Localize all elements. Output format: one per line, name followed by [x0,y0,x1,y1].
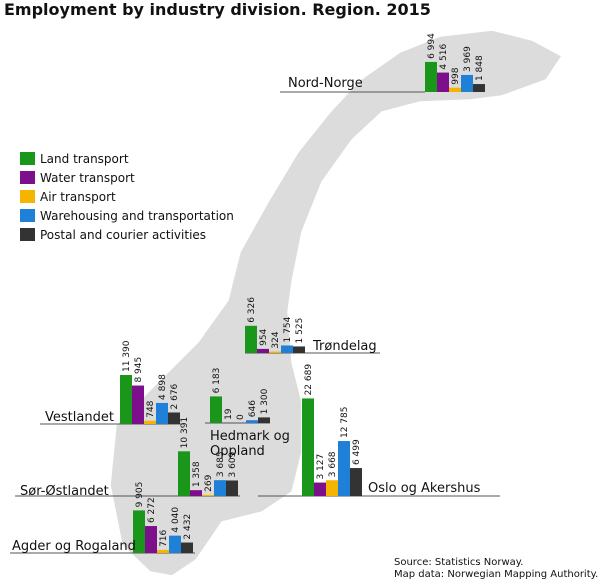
value-label: 1 358 [192,461,202,487]
value-label: 6 499 [352,439,362,465]
region-label: Nord-Norge [288,76,363,91]
legend-swatch [20,228,35,241]
region-label: Trøndelag [313,339,377,354]
bar [437,72,449,92]
value-label: 3 969 [463,46,473,72]
bar [120,375,132,424]
value-label: 1 754 [283,316,293,342]
legend-label: Air transport [40,190,116,204]
value-label: 3 668 [328,451,338,477]
bar [257,348,269,353]
bar [461,74,473,92]
value-label: 954 [259,328,269,345]
bar [168,412,180,424]
bar [302,398,314,496]
value-label: 748 [146,400,156,417]
bar [338,441,350,496]
region-label: Agder og Rogaland [12,539,136,554]
bar [214,480,226,496]
bar [133,510,145,553]
bar [245,325,257,353]
region-label: Vestlandet [45,410,114,425]
value-label: 10 391 [180,417,190,449]
value-label: 0 [236,414,246,420]
bar [210,396,222,423]
bar [425,61,437,92]
value-label: 1 525 [295,318,305,344]
source: Source: Statistics Norway. [394,557,524,568]
value-label: 269 [204,474,214,491]
region-label: Hedmark og Oppland [210,429,290,459]
value-label: 1 848 [475,55,485,81]
bar [473,84,485,92]
bar [226,480,238,496]
value-label: 6 326 [247,297,257,323]
value-label: 9 905 [135,482,145,508]
value-label: 19 [224,408,234,420]
bar [157,549,169,553]
bar [350,468,362,496]
legend-swatch [20,152,35,165]
value-label: 3 609 [228,451,238,477]
value-label: 646 [248,400,258,417]
bar [132,385,144,424]
value-label: 4 040 [171,507,181,533]
map-shape [109,29,564,577]
map-source: Map data: Norwegian Mapping Authority. [394,569,599,580]
bar [281,345,293,353]
value-label: 6 183 [212,368,222,394]
value-label: 1 300 [260,388,270,414]
value-label: 998 [451,67,461,84]
value-label: 3 127 [316,454,326,480]
value-label: 2 676 [170,383,180,409]
bar [258,417,270,423]
value-label: 4 898 [158,374,168,400]
value-label: 3 685 [216,451,226,477]
value-label: 6 994 [427,33,437,59]
bar [202,494,214,496]
bar [144,420,156,424]
bar [181,542,193,553]
legend-label: Warehousing and transportation [40,209,234,223]
value-label: 2 432 [183,514,193,540]
legend-label: Postal and courier activities [40,228,206,242]
bar [314,482,326,496]
region-label: Oslo og Akershus [368,481,481,496]
bar [269,351,281,353]
value-label: 8 945 [134,357,144,383]
legend-swatch [20,209,35,222]
region-label: Sør-Østlandet [20,484,109,499]
bar [293,346,305,353]
bar [156,402,168,424]
bar [145,526,157,553]
bar [190,490,202,496]
bar [246,420,258,423]
value-label: 324 [271,331,281,348]
legend-swatch [20,171,35,184]
value-label: 716 [159,529,169,546]
bar [169,535,181,553]
value-label: 6 272 [147,497,157,523]
value-label: 11 390 [122,340,132,372]
bar [178,451,190,496]
legend-label: Land transport [40,152,129,166]
title: Employment by industry division. Region.… [4,0,431,19]
value-label: 4 516 [439,44,449,70]
legend-swatch [20,190,35,203]
value-label: 12 785 [340,407,350,439]
value-label: 22 689 [304,364,314,396]
bar [449,87,461,92]
bar [326,480,338,496]
legend-label: Water transport [40,171,135,185]
